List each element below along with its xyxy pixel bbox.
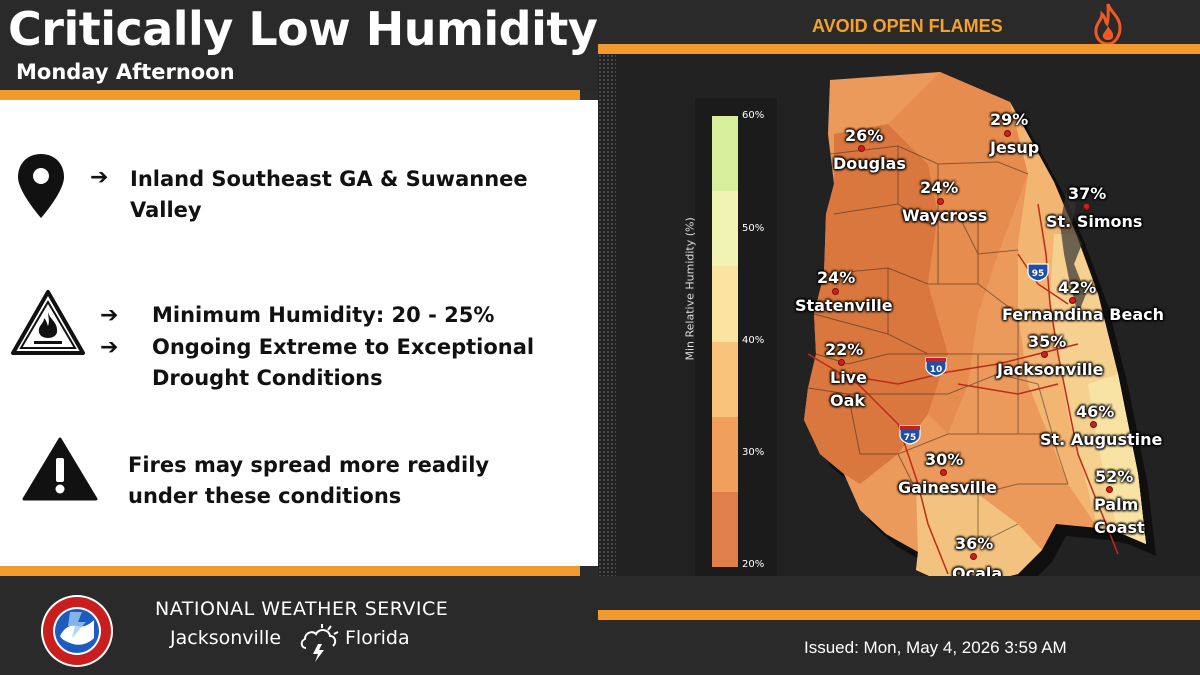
arrow-icon: ➔	[90, 165, 109, 190]
avoid-flames-banner: AVOID OPEN FLAMES	[812, 16, 1003, 36]
legend-swatch	[712, 416, 738, 492]
drought-text-line2: Drought Conditions	[152, 366, 383, 390]
office-name: Jacksonville	[170, 627, 282, 649]
interstate-75-label: 75	[904, 433, 917, 443]
issued-timestamp: Issued: Mon, May 4, 2026 3:59 AM	[804, 638, 1067, 657]
arrow-icon: ➔	[100, 303, 119, 328]
legend-swatch	[712, 191, 738, 267]
city-statenville-dot	[832, 288, 839, 295]
legend-swatch	[712, 116, 738, 192]
city-douglas-name: Douglas	[833, 154, 906, 173]
city-fernandina-value: 42%	[1058, 278, 1097, 297]
interstate-10-shield-icon: 10	[925, 357, 947, 377]
flame-icon	[1094, 3, 1122, 46]
city-palm-coast-dot	[1106, 486, 1113, 493]
map-edge-pattern	[598, 54, 616, 610]
city-st-simons-name: St. Simons	[1046, 212, 1143, 231]
city-st-augustine-name: St. Augustine	[1040, 430, 1163, 449]
state-name: Florida	[345, 627, 410, 649]
footer	[0, 576, 1200, 675]
city-gainesville-name: Gainesville	[898, 478, 997, 497]
legend-color-bar	[712, 116, 738, 568]
drought-text-line1: Ongoing Extreme to Exceptional	[152, 335, 535, 359]
map-bottom-accent-bar	[598, 610, 1200, 620]
location-text-line2: Valley	[130, 198, 202, 222]
city-jesup-value: 29%	[990, 110, 1029, 129]
banner-accent-bar	[598, 44, 1200, 54]
warning-icon	[22, 437, 98, 501]
legend-swatch	[712, 491, 738, 568]
city-jacksonville-value: 35%	[1028, 332, 1067, 351]
city-statenville-value: 24%	[817, 268, 856, 287]
city-palm-coast-value: 52%	[1095, 467, 1134, 486]
interstate-95-label: 95	[1032, 269, 1045, 279]
city-palm-coast-name-line1: Palm	[1094, 495, 1139, 514]
legend-label: 20%	[742, 559, 765, 570]
footer-accent-bar	[0, 566, 580, 576]
nws-logo-icon	[41, 595, 113, 667]
city-st-simons-dot	[1083, 203, 1090, 210]
legend-title: Min Relative Humidity (%)	[684, 217, 697, 360]
header: Critically Low Humidity Monday Afternoon	[0, 0, 600, 92]
city-live-oak-name-line2: Oak	[830, 391, 866, 410]
city-palm-coast-name-line2: Coast	[1094, 518, 1145, 537]
legend-swatch	[712, 266, 738, 342]
fire-text-line2: under these conditions	[128, 484, 402, 508]
city-douglas-dot	[858, 145, 865, 152]
city-jacksonville-name: Jacksonville	[997, 360, 1104, 379]
city-fernandina-dot	[1069, 297, 1076, 304]
city-statenville-name: Statenville	[795, 296, 893, 315]
arrow-icon: ➔	[100, 335, 119, 360]
legend-label: 60%	[742, 110, 765, 121]
city-live-oak-name-line1: Live	[830, 368, 867, 387]
page-subtitle: Monday Afternoon	[16, 60, 235, 84]
city-st-simons-value: 37%	[1068, 184, 1107, 203]
city-jesup-name: Jesup	[990, 138, 1040, 157]
location-pin-icon	[18, 154, 64, 218]
city-jesup-dot	[1004, 130, 1011, 137]
legend-label: 40%	[742, 335, 765, 346]
content-panel	[0, 100, 600, 566]
city-st-augustine-dot	[1090, 421, 1097, 428]
city-fernandina-name: Fernandina Beach	[1002, 305, 1165, 324]
city-waycross-name: Waycross	[902, 206, 988, 225]
legend-label: 30%	[742, 447, 765, 458]
interstate-95-shield-icon: 95	[1027, 263, 1049, 282]
city-gainesville-value: 30%	[925, 450, 964, 469]
city-douglas-value: 26%	[845, 126, 884, 145]
humidity-map	[804, 72, 1156, 596]
city-live-oak-dot	[838, 359, 845, 366]
fire-text-line1: Fires may spread more readily	[128, 453, 490, 477]
header-accent-bar	[0, 90, 580, 100]
page-title: Critically Low Humidity	[8, 2, 598, 56]
legend-swatch	[712, 341, 738, 417]
city-jacksonville-dot	[1041, 351, 1048, 358]
city-ocala-dot	[970, 553, 977, 560]
city-waycross-value: 24%	[920, 178, 959, 197]
humidity-text: Minimum Humidity: 20 - 25%	[152, 303, 495, 327]
legend-label: 50%	[742, 223, 765, 234]
interstate-10-label: 10	[930, 365, 943, 375]
interstate-75-shield-icon: 75	[899, 425, 921, 445]
agency-name: NATIONAL WEATHER SERVICE	[155, 598, 449, 620]
city-ocala-value: 36%	[955, 534, 994, 553]
thunderstorm-icon	[300, 624, 339, 662]
city-st-augustine-value: 46%	[1076, 402, 1115, 421]
city-gainesville-dot	[940, 469, 947, 476]
city-live-oak-value: 22%	[825, 340, 864, 359]
city-waycross-dot	[937, 198, 944, 205]
location-text-line1: Inland Southeast GA & Suwannee	[130, 167, 528, 191]
flammable-hazard-icon	[11, 290, 85, 355]
